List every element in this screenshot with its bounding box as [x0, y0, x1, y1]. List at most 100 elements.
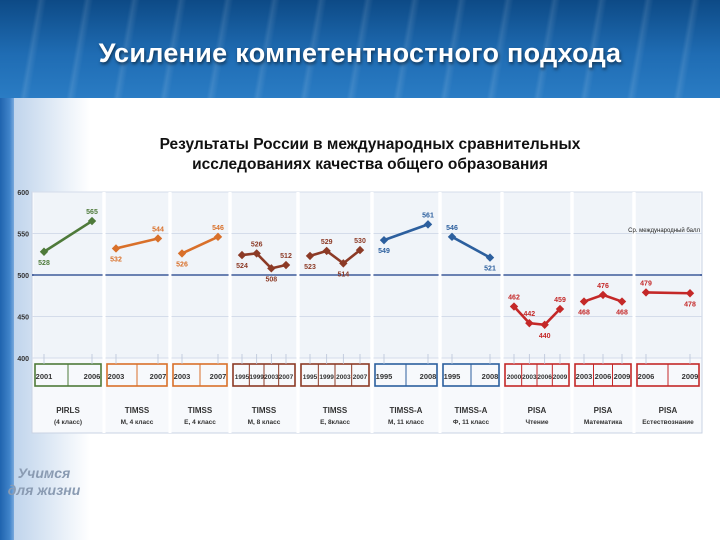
study-name: TIMSS — [188, 406, 213, 415]
data-label: 468 — [578, 310, 590, 317]
data-label: 512 — [280, 253, 292, 260]
year-label: 1995 — [235, 374, 250, 381]
data-label: 529 — [321, 239, 333, 246]
panel-area — [374, 192, 438, 358]
data-point — [252, 249, 261, 258]
data-point — [87, 216, 97, 226]
data-point — [355, 245, 365, 255]
panel-area — [34, 192, 102, 358]
data-label: 459 — [554, 297, 566, 304]
data-point — [509, 302, 519, 311]
data-label: 524 — [236, 263, 248, 270]
study-sub: Е, 8класс — [320, 419, 350, 426]
data-label: 526 — [251, 241, 263, 248]
data-point — [237, 250, 247, 260]
subtitle-line-1: Результаты России в международных сравни… — [159, 136, 581, 153]
year-label: 1995 — [303, 374, 318, 381]
data-label: 478 — [684, 301, 696, 308]
year-label: 2009 — [682, 372, 699, 381]
year-label: 2007 — [279, 374, 294, 381]
header-decoration — [0, 0, 720, 98]
subtitle-line-2: исследованиях качества общего образовани… — [192, 156, 548, 173]
study-name: TIMSS — [125, 406, 150, 415]
year-label: 2003 — [576, 372, 593, 381]
data-label: 523 — [304, 264, 316, 271]
study-name: PIRLS — [56, 406, 80, 415]
series-line — [451, 235, 491, 259]
data-point — [423, 220, 433, 229]
data-point — [379, 235, 389, 245]
year-label: 2006 — [537, 374, 552, 381]
slogan-line-2: для жизни — [7, 482, 81, 498]
data-point — [39, 247, 49, 256]
slogan-line-1: Учимся — [17, 465, 71, 481]
study-name: TIMSS — [252, 406, 277, 415]
study-sub: Ф, 11 класс — [453, 419, 490, 426]
series-line — [309, 249, 361, 266]
data-label: 479 — [640, 280, 652, 287]
series-line — [513, 305, 561, 327]
data-point — [322, 246, 331, 256]
plot-background — [31, 191, 703, 434]
year-label: 2006 — [84, 372, 101, 381]
year-label: 2008 — [482, 372, 499, 381]
year-label: 1995 — [376, 372, 393, 381]
data-point — [540, 320, 549, 329]
study-name: PISA — [594, 406, 613, 415]
year-label: 2009 — [614, 372, 631, 381]
data-label: 565 — [86, 209, 98, 216]
left-decor-band — [0, 98, 14, 540]
year-label: 1995 — [444, 372, 461, 381]
panel-area — [636, 192, 700, 358]
study-sub: М, 8 класс — [248, 419, 281, 426]
data-point — [555, 304, 565, 314]
data-label: 440 — [539, 333, 551, 340]
year-label: 2007 — [210, 372, 227, 381]
panel-area — [504, 192, 570, 358]
year-label: 2006 — [638, 372, 655, 381]
study-sub: М, 11 класс — [388, 419, 424, 426]
data-point — [177, 249, 187, 258]
year-label: 2000 — [507, 374, 522, 381]
data-label: 521 — [484, 266, 496, 273]
study-sub: М, 4 класс — [121, 419, 154, 426]
data-label: 476 — [597, 283, 609, 290]
series-line — [241, 252, 287, 270]
year-label: 2003 — [174, 372, 191, 381]
y-tick-label: 400 — [17, 356, 29, 363]
year-label: 2007 — [353, 374, 368, 381]
slide-header: Усиление компетентностного подхода — [0, 0, 720, 98]
data-point — [485, 253, 495, 262]
study-sub: (4 класс) — [54, 419, 82, 426]
data-point — [685, 289, 695, 298]
chart-subtitle: Результаты России в международных сравни… — [90, 135, 650, 175]
data-label: 528 — [38, 260, 50, 267]
data-label: 546 — [446, 225, 458, 232]
data-point — [339, 259, 348, 268]
data-point — [305, 251, 315, 261]
data-point — [213, 232, 223, 242]
study-sub: Математика — [584, 419, 623, 426]
data-label: 508 — [265, 276, 277, 283]
slogan: Учимся для жизни — [4, 465, 84, 499]
panel-area — [300, 192, 370, 358]
data-label: 532 — [110, 256, 122, 263]
data-label: 544 — [152, 226, 164, 233]
series-line — [43, 219, 93, 253]
data-label: 561 — [422, 212, 434, 219]
data-point — [525, 318, 534, 328]
y-tick-label: 550 — [17, 232, 29, 239]
panel-area — [232, 192, 296, 358]
year-label: 2003 — [522, 374, 537, 381]
average-note: Ср. международный балл — [628, 227, 700, 234]
slide-title: Усиление компетентностного подхода — [98, 38, 622, 68]
year-label: 2003 — [264, 374, 279, 381]
year-label: 1999 — [249, 374, 264, 381]
year-label: 2003 — [336, 374, 351, 381]
panel-area — [442, 192, 500, 358]
year-label: 2001 — [36, 372, 53, 381]
data-point — [447, 232, 457, 242]
study-name: TIMSS — [323, 406, 348, 415]
panel-area — [574, 192, 632, 358]
data-point — [267, 264, 276, 273]
